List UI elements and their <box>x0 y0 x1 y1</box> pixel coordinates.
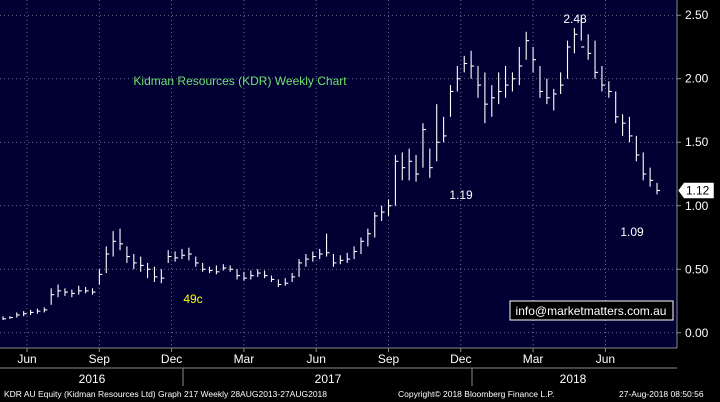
x-month-label: Mar <box>523 352 544 366</box>
last-price-label: 1.12 <box>686 184 710 198</box>
footer: KDR AU Equity (Kidman Resources Ltd) Gra… <box>0 386 720 402</box>
x-month-label: Jun <box>307 352 326 366</box>
y-tick-label: 1.00 <box>685 199 709 213</box>
y-tick-label: 2.50 <box>685 8 709 22</box>
y-tick-label: 0.00 <box>685 326 709 340</box>
footer-copyright: Copyright© 2018 Bloomberg Finance L.P. <box>398 389 555 399</box>
x-month-label: Sep <box>89 352 111 366</box>
x-month-label: Dec <box>450 352 471 366</box>
watermark-box <box>509 300 674 321</box>
x-month-label: Mar <box>234 352 255 366</box>
annotation-low: 49c <box>183 292 202 306</box>
last-price-tag <box>677 182 715 199</box>
chart-title: Kidman Resources (KDR) Weekly Chart <box>133 74 347 88</box>
annotation-1-19: 1.19 <box>449 188 473 202</box>
gridlines <box>0 0 677 348</box>
x-month-label: Jun <box>17 352 36 366</box>
x-year-label: 2018 <box>560 372 587 386</box>
x-year-label: 2017 <box>315 372 342 386</box>
footer-timestamp: 27-Aug-2018 08:50:56 <box>619 389 704 399</box>
annotation-high: 2.48 <box>563 12 587 26</box>
plot-background <box>0 0 677 348</box>
price-bars <box>2 17 660 321</box>
y-tick-label: 1.50 <box>685 135 709 149</box>
y-tick-label: 2.00 <box>685 72 709 86</box>
x-month-label: Dec <box>161 352 182 366</box>
x-axis-panel <box>0 348 677 386</box>
x-axis: Jun Sep Dec Mar Jun Sep Dec Mar Jun 2016 2017 2018 <box>17 348 615 386</box>
footer-security-info: KDR AU Equity (Kidman Resources Ltd) Gra… <box>4 389 328 399</box>
x-year-label: 2016 <box>79 372 106 386</box>
y-axis: 0.00 0.50 1.00 1.50 2.00 2.50 <box>677 8 709 340</box>
annotation-1-09: 1.09 <box>620 225 644 239</box>
watermark-text: info@marketmatters.com.au <box>516 304 667 318</box>
x-month-label: Sep <box>378 352 400 366</box>
y-tick-label: 0.50 <box>685 262 709 276</box>
x-month-label: Jun <box>596 352 615 366</box>
